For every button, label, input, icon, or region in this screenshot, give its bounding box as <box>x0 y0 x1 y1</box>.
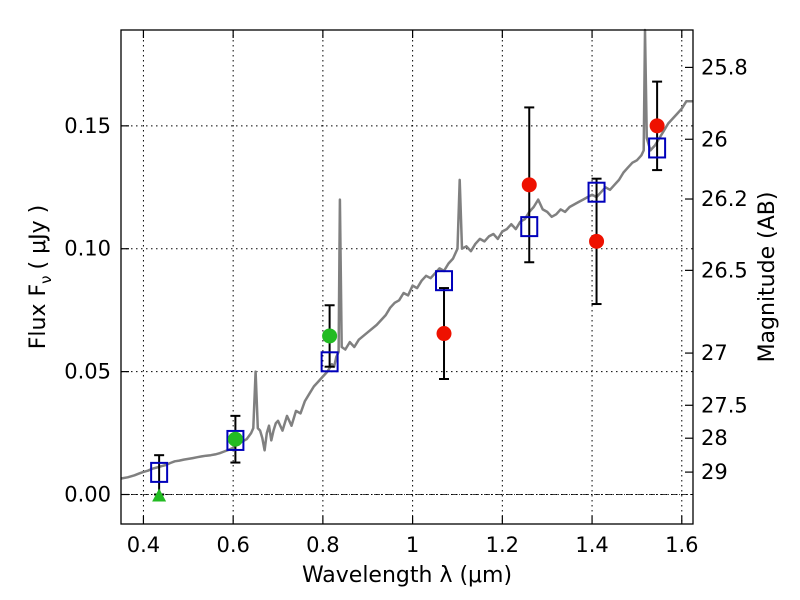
model-photometry-point <box>587 181 606 203</box>
optical-detection-point <box>227 431 243 447</box>
y2-tick-label: 26.2 <box>701 187 748 211</box>
x-axis-ticks: 0.4 0.6 0.8 1 1.2 1.4 1.6 <box>127 30 698 557</box>
y2-tick-label: 26 <box>701 127 728 151</box>
y2-axis-label: Magnitude (AB) <box>755 192 780 363</box>
error-bars <box>154 80 663 496</box>
y-axis-label-subscript: ν <box>37 275 55 283</box>
x-tick-label: 1.6 <box>665 533 698 557</box>
y2-tick-label: 29 <box>701 460 728 484</box>
x-tick-label: 1.4 <box>575 533 608 557</box>
y-tick-label: 0.05 <box>64 360 111 384</box>
model-photometry-point <box>320 351 339 373</box>
y-axis-label-main: Flux F <box>26 284 51 349</box>
model-spectrum-line <box>120 28 693 480</box>
y-axis-label: Flux Fν ( μJy ) <box>26 205 55 349</box>
model-photometry-point <box>520 216 539 238</box>
near-ir-detection-point <box>649 118 665 134</box>
y-tick-label: 0.15 <box>64 114 111 138</box>
model-photometry-point <box>648 137 667 159</box>
x-axis-label: Wavelength λ (μm) <box>302 563 512 588</box>
optical-upper-limit-point <box>152 488 167 502</box>
y2-tick-label: 28 <box>701 426 728 450</box>
model-photometry-point <box>150 461 169 483</box>
x-tick-label: 1 <box>406 533 419 557</box>
grid <box>121 30 693 524</box>
plot-frame <box>120 29 694 525</box>
data-markers <box>150 118 667 502</box>
y-axis-ticks: 0.00 0.05 0.10 0.15 <box>64 114 129 507</box>
near-ir-detection-point <box>521 177 537 193</box>
near-ir-detection-point <box>436 326 452 342</box>
y-axis-label-unit: ( μJy ) <box>26 205 51 270</box>
y2-tick-label: 25.8 <box>701 55 748 79</box>
near-ir-detection-point <box>589 233 605 249</box>
model-photometry-point <box>226 429 245 451</box>
x-tick-label: 0.4 <box>127 533 160 557</box>
y2-tick-label: 26.5 <box>701 258 748 282</box>
y2-tick-label: 27 <box>701 341 728 365</box>
y2-tick-label: 27.5 <box>701 393 748 417</box>
x-tick-label: 1.2 <box>486 533 519 557</box>
y2-axis-ticks: 25.8 26 26.2 26.5 27 27.5 28 29 <box>685 55 748 484</box>
y-tick-label: 0.00 <box>64 483 111 507</box>
x-tick-label: 0.6 <box>216 533 249 557</box>
optical-detection-point <box>322 328 338 344</box>
model-photometry-point <box>435 270 454 292</box>
x-tick-label: 0.8 <box>306 533 339 557</box>
y-tick-label: 0.10 <box>64 237 111 261</box>
model-spectrum <box>120 28 693 480</box>
